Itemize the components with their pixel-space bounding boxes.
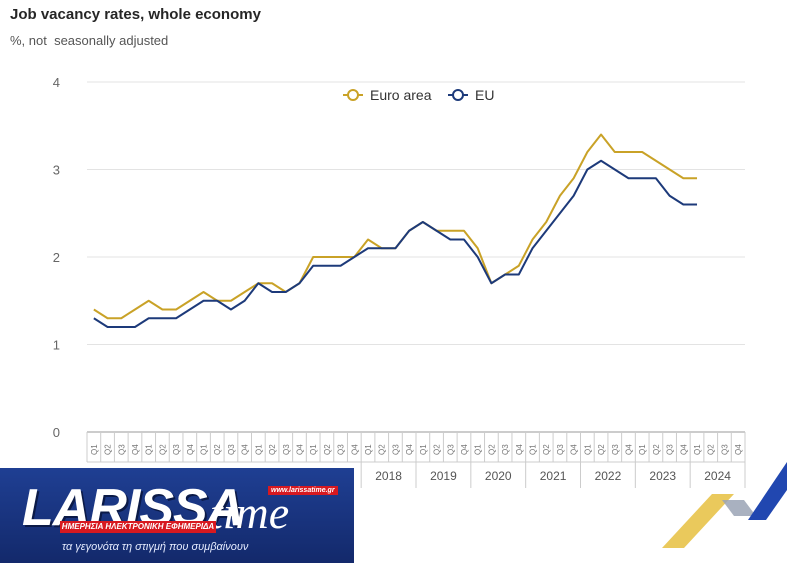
x-quarter-label: Q4 [515, 444, 524, 455]
x-quarter-label: Q1 [474, 444, 483, 455]
x-quarter-label: Q2 [104, 444, 113, 455]
x-quarter-label: Q2 [487, 444, 496, 455]
x-quarter-label: Q3 [227, 444, 236, 455]
chart-subtitle: %, not seasonally adjusted [10, 33, 169, 48]
x-quarter-label: Q1 [90, 444, 99, 455]
x-quarter-label: Q1 [638, 444, 647, 455]
series-lines [93, 133, 698, 328]
x-quarter-label: Q3 [282, 444, 291, 455]
x-year-label-2020: 2020 [485, 469, 512, 483]
y-tick-label-3: 3 [53, 163, 60, 178]
legend-item-euro-area[interactable]: Euro area [343, 87, 432, 103]
x-quarter-label: Q3 [337, 444, 346, 455]
x-year-label-2018: 2018 [375, 469, 402, 483]
x-quarter-label: Q4 [624, 444, 633, 455]
x-quarter-label: Q1 [529, 444, 538, 455]
y-tick-label-1: 1 [53, 338, 60, 353]
x-quarter-label: Q4 [679, 444, 688, 455]
x-quarter-label: Q2 [268, 444, 277, 455]
x-quarter-label: Q2 [213, 444, 222, 455]
x-quarter-label: Q3 [117, 444, 126, 455]
y-tick-label-4: 4 [53, 75, 60, 90]
x-quarter-label: Q4 [734, 444, 743, 455]
x-quarter-label: Q3 [611, 444, 620, 455]
x-quarter-label: Q3 [172, 444, 181, 455]
x-quarter-label: Q1 [145, 444, 154, 455]
legend-item-eu[interactable]: EU [448, 87, 494, 103]
x-quarter-label: Q1 [254, 444, 263, 455]
x-quarter-label: Q3 [556, 444, 565, 455]
x-quarter-label: Q1 [309, 444, 318, 455]
x-quarter-label: Q4 [295, 444, 304, 455]
x-quarter-label: Q1 [200, 444, 209, 455]
legend-marker-euro-area [347, 89, 359, 101]
x-quarter-label: Q3 [720, 444, 729, 455]
x-quarter-label: Q3 [501, 444, 510, 455]
series-line-eu [93, 159, 698, 328]
x-quarter-label: Q1 [419, 444, 428, 455]
x-quarter-label: Q4 [405, 444, 414, 455]
x-quarter-label: Q2 [158, 444, 167, 455]
logo-url: www.larissatime.gr [268, 486, 338, 495]
legend-label-euro-area: Euro area [370, 87, 432, 103]
gridlines [87, 81, 745, 345]
y-axis-ticks: 0 1 2 3 4 [53, 75, 60, 440]
x-quarter-label: Q1 [693, 444, 702, 455]
logo-tagline: τα γεγονότα τη στιγμή που συμβαίνουν [62, 541, 249, 553]
x-quarter-label: Q2 [707, 444, 716, 455]
x-quarter-label: Q2 [652, 444, 661, 455]
x-year-label-2024: 2024 [704, 469, 731, 483]
x-axis: Q1 Q2 Q3 Q4 Q1 Q2 Q3 Q4 Q1 Q2 Q3 Q4 Q1 Q2 Q3 Q4 Q1 Q2 Q3 Q4… [86, 431, 746, 488]
x-quarter-label: Q2 [378, 444, 387, 455]
x-year-label-2022: 2022 [595, 469, 622, 483]
x-quarter-label: Q4 [570, 444, 579, 455]
x-quarter-label: Q4 [350, 444, 359, 455]
y-tick-label-2: 2 [53, 250, 60, 265]
x-quarter-label: Q3 [391, 444, 400, 455]
x-quarter-label: Q2 [597, 444, 606, 455]
legend[interactable]: Euro area EU [343, 87, 494, 103]
x-quarter-label: Q4 [460, 444, 469, 455]
x-quarter-label: Q2 [433, 444, 442, 455]
x-quarter-label: Q1 [583, 444, 592, 455]
x-quarter-label: Q3 [666, 444, 675, 455]
x-year-label-2019: 2019 [430, 469, 457, 483]
x-quarter-label: Q3 [446, 444, 455, 455]
x-quarter-label: Q4 [186, 444, 195, 455]
x-year-label-2023: 2023 [649, 469, 676, 483]
legend-marker-eu [452, 89, 464, 101]
series-line-euro-area [93, 133, 698, 320]
x-quarter-label: Q4 [131, 444, 140, 455]
logo-strip: ΗΜΕΡΗΣΙΑ ΗΛΕΚΤΡΟΝΙΚΗ ΕΦΗΜΕΡΙΔΑ [60, 521, 216, 533]
larissatime-logo: LARISSA time www.larissatime.gr ΗΜΕΡΗΣΙΑ… [0, 466, 354, 563]
x-quarter-label: Q1 [364, 444, 373, 455]
y-tick-label-0: 0 [53, 425, 60, 440]
x-quarter-label: Q2 [323, 444, 332, 455]
x-quarter-label: Q4 [241, 444, 250, 455]
x-year-label-2021: 2021 [540, 469, 567, 483]
chart-title: Job vacancy rates, whole economy [10, 6, 261, 23]
logo-word-time: time [210, 487, 290, 538]
legend-label-eu: EU [475, 87, 494, 103]
x-quarter-label: Q2 [542, 444, 551, 455]
corner-chevron-decoration [662, 462, 787, 548]
